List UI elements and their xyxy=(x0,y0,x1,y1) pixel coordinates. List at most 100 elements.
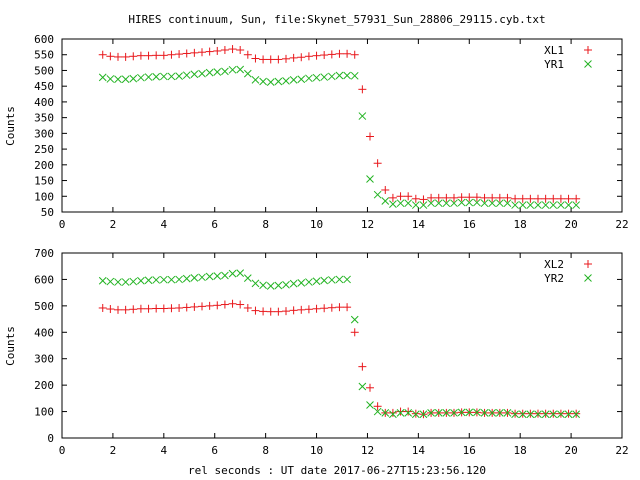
y-tick-label: 350 xyxy=(34,112,54,125)
data-point-yr2 xyxy=(473,408,481,417)
data-point-xl2 xyxy=(259,307,268,316)
data-point-xl1 xyxy=(282,54,290,63)
data-point-yr2 xyxy=(442,409,451,417)
data-point-yr2 xyxy=(488,409,497,417)
data-point-xl1 xyxy=(175,50,184,59)
data-point-yr2 xyxy=(495,409,504,417)
data-point-yr1 xyxy=(541,201,550,209)
x-tick-label: 12 xyxy=(361,444,374,457)
x-tick-label: 20 xyxy=(564,444,577,457)
data-point-xl1 xyxy=(495,193,504,202)
data-point-xl2 xyxy=(297,305,306,314)
data-point-yr2 xyxy=(266,282,275,290)
data-point-yr2 xyxy=(182,274,191,283)
data-point-yr1 xyxy=(159,72,168,81)
data-point-xl2 xyxy=(167,304,176,313)
data-point-yr2 xyxy=(305,278,313,286)
data-point-yr1 xyxy=(396,199,405,208)
data-point-yr2 xyxy=(297,279,306,287)
data-point-yr2 xyxy=(236,269,245,277)
data-point-xl1 xyxy=(304,52,313,61)
data-point-xl1 xyxy=(190,48,199,57)
x-tick-label: 22 xyxy=(615,218,628,231)
data-point-xl1 xyxy=(457,193,466,202)
data-point-xl2 xyxy=(404,407,413,416)
data-point-xl2 xyxy=(388,408,397,417)
data-point-yr1 xyxy=(190,70,199,79)
data-point-xl2 xyxy=(274,307,283,316)
legend-label-yr1: YR1 xyxy=(544,58,564,71)
data-point-yr2 xyxy=(274,281,283,290)
data-point-xl1 xyxy=(564,194,573,203)
y-tick-label: 450 xyxy=(34,80,54,93)
data-point-xl1 xyxy=(213,46,222,55)
x-axis-label: rel seconds : UT date 2017-06-27T15:23:5… xyxy=(188,464,486,477)
data-point-yr2 xyxy=(289,279,298,288)
data-point-xl2 xyxy=(366,383,374,392)
data-point-xl1 xyxy=(327,50,336,59)
data-point-xl2 xyxy=(327,303,336,312)
data-point-yr1 xyxy=(427,199,435,208)
data-point-yr1 xyxy=(564,201,573,209)
x-tick-label: 20 xyxy=(564,218,577,231)
bottom-y-axis-label: Counts xyxy=(4,326,17,366)
x-tick-label: 8 xyxy=(262,444,269,457)
data-point-xl1 xyxy=(511,194,520,203)
data-point-xl1 xyxy=(243,50,252,59)
data-point-xl1 xyxy=(129,52,138,61)
y-tick-label: 200 xyxy=(34,379,54,392)
data-point-yr2 xyxy=(167,275,176,284)
data-point-yr2 xyxy=(335,275,344,284)
x-tick-label: 8 xyxy=(262,218,269,231)
legend-label-yr2: YR2 xyxy=(544,272,564,285)
bottom-axis-ticks: 0 2 4 6 8 10 12 14 16 18 20 22 0 100 200 300 400 500 600 70… xyxy=(34,247,629,457)
data-point-yr2 xyxy=(541,410,550,419)
data-point-xl2 xyxy=(358,362,367,371)
data-point-yr1 xyxy=(182,71,191,80)
data-point-yr2 xyxy=(159,275,168,284)
data-point-xl1 xyxy=(572,194,581,203)
data-point-yr2 xyxy=(557,410,565,419)
data-point-xl2 xyxy=(114,305,122,314)
data-point-yr2 xyxy=(381,409,390,417)
data-point-xl1 xyxy=(503,193,512,202)
data-point-yr2 xyxy=(221,271,229,280)
data-point-yr2 xyxy=(106,277,115,286)
chart-title: HIRES continuum, Sun, file:Skynet_57931_… xyxy=(128,13,545,26)
data-point-xl2 xyxy=(182,303,191,312)
data-point-yr1 xyxy=(305,74,313,83)
y-tick-label: 300 xyxy=(34,353,54,366)
data-point-xl1 xyxy=(549,194,558,203)
data-point-yr1 xyxy=(526,201,535,209)
data-point-yr1 xyxy=(121,75,130,84)
data-point-xl1 xyxy=(396,192,405,201)
data-point-xl1 xyxy=(411,194,420,203)
data-point-xl1 xyxy=(136,51,145,60)
data-point-xl2 xyxy=(350,328,359,337)
top-panel: Counts 0 2 4 6 8 10 12 14 16 18 20 22 50 100 150 200 250… xyxy=(4,33,629,231)
data-point-xl1 xyxy=(205,47,214,56)
data-point-xl1 xyxy=(228,45,237,54)
data-point-yr2 xyxy=(465,408,474,417)
data-point-xl1 xyxy=(358,85,367,94)
data-point-xl1 xyxy=(434,193,443,202)
data-point-xl1 xyxy=(114,52,122,61)
data-point-yr2 xyxy=(457,408,466,417)
data-point-xl1 xyxy=(198,48,206,57)
data-point-xl2 xyxy=(266,307,275,316)
data-point-yr1 xyxy=(236,65,245,74)
data-point-xl1 xyxy=(320,51,329,60)
data-point-yr2 xyxy=(114,278,122,286)
data-point-xl1 xyxy=(366,132,374,141)
data-point-yr1 xyxy=(518,201,527,209)
data-point-xl2 xyxy=(320,304,329,313)
y-tick-label: 0 xyxy=(47,432,54,445)
top-data-points xyxy=(98,45,581,209)
data-point-yr1 xyxy=(442,199,451,208)
data-point-yr2 xyxy=(198,273,206,282)
bottom-data-points xyxy=(98,269,581,419)
data-point-yr1 xyxy=(274,77,283,86)
data-point-xl1 xyxy=(381,185,390,194)
legend-marker-xl1 xyxy=(584,46,592,54)
data-point-xl2 xyxy=(136,304,145,313)
